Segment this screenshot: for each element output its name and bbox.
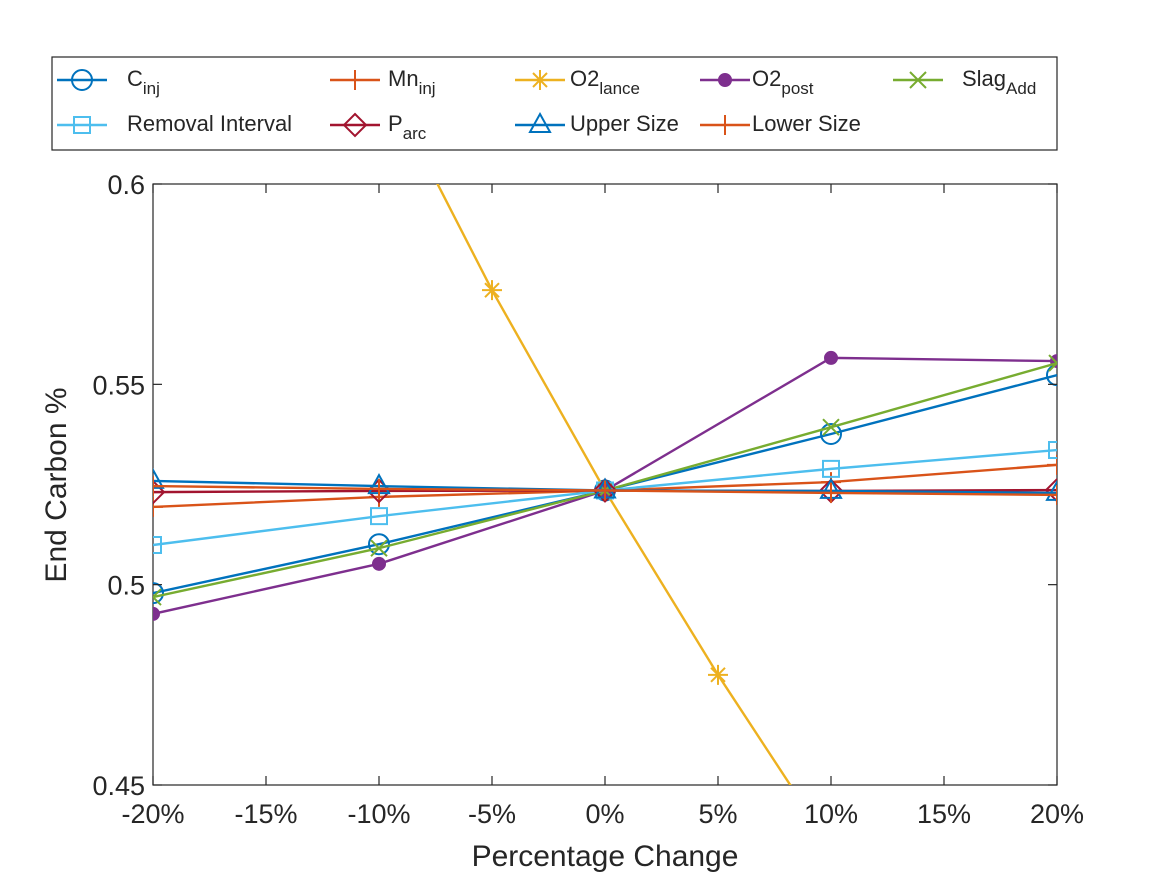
legend-box <box>51 56 1058 151</box>
marker <box>820 423 842 446</box>
legend-marker <box>530 70 550 90</box>
marker <box>1046 364 1057 387</box>
x-tick-label: -20% <box>121 799 184 829</box>
marker <box>153 467 165 489</box>
x-tick-label: -5% <box>468 799 516 829</box>
legend-subscript: Add <box>1006 79 1036 98</box>
marker <box>369 478 389 499</box>
legend-name: Lower Size <box>752 111 861 136</box>
marker <box>595 480 615 501</box>
marker <box>708 664 728 685</box>
marker <box>822 459 840 478</box>
y-tick-label: 0.5 <box>107 571 145 601</box>
marker <box>153 496 163 517</box>
marker <box>372 556 386 571</box>
marker <box>821 482 841 503</box>
marker <box>592 478 618 503</box>
marker <box>153 536 162 555</box>
legend-marker <box>71 69 93 91</box>
marker <box>1045 479 1057 501</box>
y-tick-label: 0.45 <box>92 771 145 801</box>
legend-name: C <box>127 66 143 91</box>
marker <box>153 588 162 606</box>
legend-label: O2post <box>752 66 814 99</box>
legend-label: Lower Size <box>752 111 861 136</box>
marker <box>153 476 163 497</box>
marker <box>824 350 838 365</box>
legend-name: Mn <box>388 66 419 91</box>
legend-marker <box>342 112 368 138</box>
marker <box>370 539 388 557</box>
x-tick-label: -10% <box>347 799 410 829</box>
legend-label: Mninj <box>388 66 436 99</box>
legend-name: Slag <box>962 66 1006 91</box>
legend-marker <box>345 70 365 90</box>
x-tick-label: 15% <box>917 799 971 829</box>
x-tick-label: -15% <box>234 799 297 829</box>
marker <box>1044 477 1057 503</box>
legend-label: Parc <box>388 111 427 144</box>
legend-marker <box>718 73 732 87</box>
legend-name: P <box>388 111 403 136</box>
marker <box>1047 484 1057 505</box>
marker <box>1048 354 1057 372</box>
marker <box>153 582 164 605</box>
marker <box>153 606 160 621</box>
x-tick-label: 10% <box>804 799 858 829</box>
plot-lines <box>153 184 1057 785</box>
x-tick-label: 0% <box>585 799 624 829</box>
legend-marker <box>909 71 927 89</box>
x-tick-label: 5% <box>698 799 737 829</box>
marker <box>368 533 390 556</box>
legend-name: Upper Size <box>570 111 679 136</box>
x-axis-label: Percentage Change <box>472 840 739 873</box>
legend-label: O2lance <box>570 66 640 99</box>
marker <box>370 507 388 526</box>
legend-subscript: inj <box>143 79 160 98</box>
legend-label: Upper Size <box>570 111 679 136</box>
legend-marker <box>715 115 735 135</box>
y-tick-label: 0.6 <box>107 170 145 200</box>
y-tick-label: 0.55 <box>92 370 145 400</box>
legend-name: Removal Interval <box>127 111 292 136</box>
legend-subscript: post <box>781 79 813 98</box>
legend-label: Cinj <box>127 66 160 99</box>
marker <box>1048 441 1057 460</box>
legend-subscript: inj <box>419 79 436 98</box>
legend-name: O2 <box>752 66 781 91</box>
legend-name: O2 <box>570 66 599 91</box>
legend-label: Removal Interval <box>127 111 292 136</box>
legend-label: SlagAdd <box>962 66 1036 99</box>
marker <box>822 418 840 436</box>
legend-marker <box>73 116 91 134</box>
marker <box>482 280 502 301</box>
legend-marker <box>528 111 552 133</box>
x-tick-label: 20% <box>1030 799 1084 829</box>
y-axis-label: End Carbon % <box>40 387 73 582</box>
legend-subscript: arc <box>403 124 427 143</box>
marker <box>1047 454 1057 475</box>
legend-subscript: lance <box>599 79 640 98</box>
